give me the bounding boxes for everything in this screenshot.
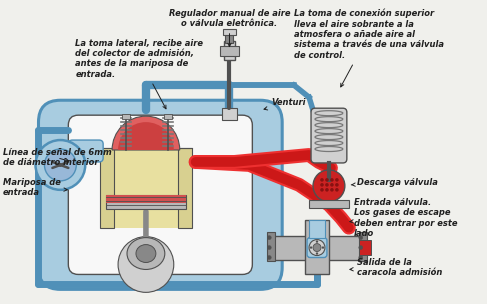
Text: Salida de la
caracola admisión: Salida de la caracola admisión [350, 257, 442, 277]
Circle shape [325, 183, 329, 187]
Text: Regulador manual de aire
o válvula eletrônica.: Regulador manual de aire o válvula eletr… [169, 9, 290, 47]
Circle shape [36, 140, 85, 190]
Wedge shape [112, 116, 180, 150]
Circle shape [330, 178, 334, 182]
Circle shape [313, 244, 321, 251]
Bar [359, 232, 367, 261]
Circle shape [359, 236, 363, 240]
Bar [225, 33, 233, 43]
Circle shape [359, 256, 363, 260]
Circle shape [316, 252, 318, 255]
FancyBboxPatch shape [307, 238, 327, 257]
Circle shape [267, 256, 271, 260]
Circle shape [322, 246, 324, 249]
Circle shape [325, 178, 329, 182]
Bar [122, 114, 130, 119]
Circle shape [320, 178, 324, 182]
Bar [359, 240, 371, 254]
Text: Entrada válvula.
Los gases de escape
deben entrar por este
lado: Entrada válvula. Los gases de escape deb… [350, 198, 457, 238]
Text: La toma de conexión superior
lleva el aire sobrante a la
atmosfera o añade aire : La toma de conexión superior lleva el ai… [294, 9, 444, 87]
Bar [224, 40, 235, 60]
Circle shape [58, 163, 62, 167]
Circle shape [330, 183, 334, 187]
Ellipse shape [136, 245, 156, 262]
Circle shape [267, 246, 271, 250]
Text: Mariposa de
entrada: Mariposa de entrada [3, 178, 67, 197]
Circle shape [335, 183, 338, 187]
Bar [267, 232, 275, 261]
Text: La toma lateral, recibe aire
del colector de admisión,
antes de la mariposa de
e: La toma lateral, recibe aire del colecto… [75, 39, 203, 109]
Wedge shape [118, 122, 174, 150]
Bar [309, 220, 325, 238]
Circle shape [118, 237, 174, 292]
FancyBboxPatch shape [311, 108, 347, 163]
Bar [222, 108, 238, 120]
Bar [164, 114, 172, 119]
Circle shape [335, 178, 338, 182]
Bar [309, 200, 349, 208]
Circle shape [335, 188, 338, 192]
FancyBboxPatch shape [68, 140, 103, 162]
Bar [178, 148, 192, 228]
Ellipse shape [127, 238, 165, 269]
Text: Venturi: Venturi [264, 98, 306, 110]
Bar [223, 29, 236, 35]
Bar [106, 195, 186, 203]
Circle shape [267, 236, 271, 240]
Circle shape [359, 246, 363, 250]
Circle shape [320, 183, 324, 187]
Text: Descarga válvula: Descarga válvula [351, 178, 438, 187]
Circle shape [316, 240, 318, 243]
Bar [114, 148, 178, 228]
Text: Línea de señal de 6mm
de diámetro interior: Línea de señal de 6mm de diámetro interi… [3, 148, 112, 168]
Circle shape [309, 240, 325, 256]
Circle shape [44, 149, 76, 181]
Circle shape [330, 188, 334, 192]
FancyBboxPatch shape [38, 100, 282, 289]
Bar [106, 195, 186, 209]
Bar [220, 47, 240, 57]
Bar [305, 220, 329, 275]
Circle shape [310, 246, 312, 249]
Bar [273, 236, 361, 260]
Circle shape [313, 170, 345, 202]
Bar [100, 148, 114, 228]
FancyBboxPatch shape [68, 115, 252, 275]
Circle shape [320, 188, 324, 192]
Circle shape [325, 188, 329, 192]
